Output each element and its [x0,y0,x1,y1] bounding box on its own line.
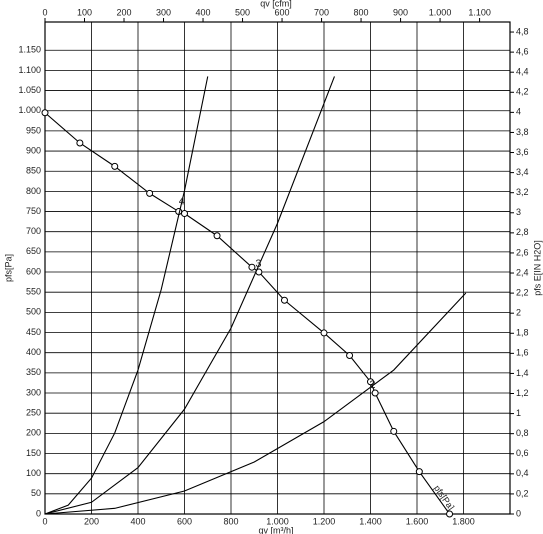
point-marker [446,510,454,518]
x2-tick-label: 900 [393,7,408,17]
x2-tick-label: 700 [314,7,329,17]
x-tick-label: 1.800 [452,516,475,526]
point-marker [41,109,49,117]
y-tick-label: 1.100 [18,65,41,75]
y-tick-label: 250 [26,408,41,418]
x-tick-label: 1.600 [406,516,429,526]
point-marker [367,378,374,386]
y2-tick-label: 2,6 [516,247,529,257]
point-marker [320,329,328,337]
x-tick-label: 400 [130,516,145,526]
point-marker [371,389,379,397]
y-tick-label: 950 [26,125,41,135]
x-axis-title: qv [m³/h] [258,525,293,534]
x-tick-label: 200 [84,516,99,526]
x2-tick-label: 1.000 [429,7,452,17]
y-tick-label: 800 [26,186,41,196]
y-tick-label: 700 [26,226,41,236]
y-tick-label: 150 [26,448,41,458]
y-tick-label: 500 [26,307,41,317]
y-tick-label: 300 [26,387,41,397]
x-tick-label: 1.000 [266,516,289,526]
curve [44,292,467,515]
y-tick-label: 550 [26,287,41,297]
plot-frame [44,21,511,515]
point-marker [213,232,221,240]
annotation: 4 [179,195,185,207]
y-tick-label: 850 [26,166,41,176]
x2-tick-label: 0 [42,7,47,17]
x-top-axis-title: qv [cfm] [260,0,292,8]
y2-tick-label: 2,8 [516,227,529,237]
curve-label: pfs[Pa] [432,483,456,512]
x2-tick-label: 300 [156,7,171,17]
x2-tick-label: 600 [275,7,290,17]
y-tick-label: 600 [26,266,41,276]
y2-tick-label: 2 [516,308,521,318]
x-tick-label: 0 [42,516,47,526]
y-tick-label: 1.000 [18,105,41,115]
y2-tick-label: 4 [516,107,521,117]
y-tick-label: 200 [26,428,41,438]
y2-tick-label: 4,6 [516,46,529,56]
y2-tick-label: 3,8 [516,127,529,137]
y-tick-label: 900 [26,145,41,155]
point-marker [346,352,354,360]
point-marker [76,139,84,147]
y2-tick-label: 0,6 [516,448,529,458]
y2-tick-label: 1,8 [516,328,529,338]
y-axis-title: pfs[Pa] [3,254,13,282]
x2-tick-label: 100 [77,7,92,17]
y-tick-label: 50 [31,488,41,498]
x2-tick-label: 400 [196,7,211,17]
y2-tick-label: 3,4 [516,167,529,177]
point-marker [280,296,288,304]
point-marker [390,427,398,435]
y2-tick-label: 4,2 [516,87,529,97]
y2-tick-label: 2,4 [516,267,529,277]
x2-tick-label: 800 [354,7,369,17]
y-tick-label: 100 [26,468,41,478]
point-marker [415,468,423,476]
y2-tick-label: 0 [516,508,521,518]
x-tick-label: 600 [177,516,192,526]
x-tick-label: 800 [223,516,238,526]
y-tick-label: 450 [26,327,41,337]
y-tick-label: 1.150 [18,45,41,55]
y2-axis-title: pfs E[IN H2O] [532,240,542,296]
y2-tick-label: 1,4 [516,368,529,378]
y2-tick-label: 3,6 [516,147,529,157]
x2-tick-label: 1.100 [468,7,491,17]
y2-tick-label: 0,8 [516,428,529,438]
y-tick-label: 1.050 [18,85,41,95]
y2-tick-label: 2,2 [516,287,529,297]
curve [44,76,335,515]
y2-tick-label: 0,2 [516,488,529,498]
x-tick-label: 1.200 [313,516,336,526]
point-marker [248,263,256,271]
y2-tick-label: 1,6 [516,348,529,358]
y2-tick-label: 4,8 [516,26,529,36]
point-marker [181,210,188,218]
y2-tick-label: 4,4 [516,67,529,77]
y2-tick-label: 1,2 [516,388,529,398]
y2-tick-label: 1 [516,408,521,418]
annotation: 3 [255,258,261,270]
point-marker [111,162,119,170]
y2-tick-label: 3 [516,207,521,217]
y2-tick-label: 3,2 [516,187,529,197]
annotation: 2 [369,379,375,391]
point-marker [146,189,154,197]
y-tick-label: 400 [26,347,41,357]
y-tick-label: 350 [26,367,41,377]
y-tick-label: 650 [26,246,41,256]
x-tick-label: 1.400 [359,516,382,526]
curve [44,76,209,515]
y-tick-label: 0 [36,508,41,518]
x2-tick-label: 200 [116,7,131,17]
y2-tick-label: 0,4 [516,468,529,478]
y-tick-label: 750 [26,206,41,216]
x2-tick-label: 500 [235,7,250,17]
